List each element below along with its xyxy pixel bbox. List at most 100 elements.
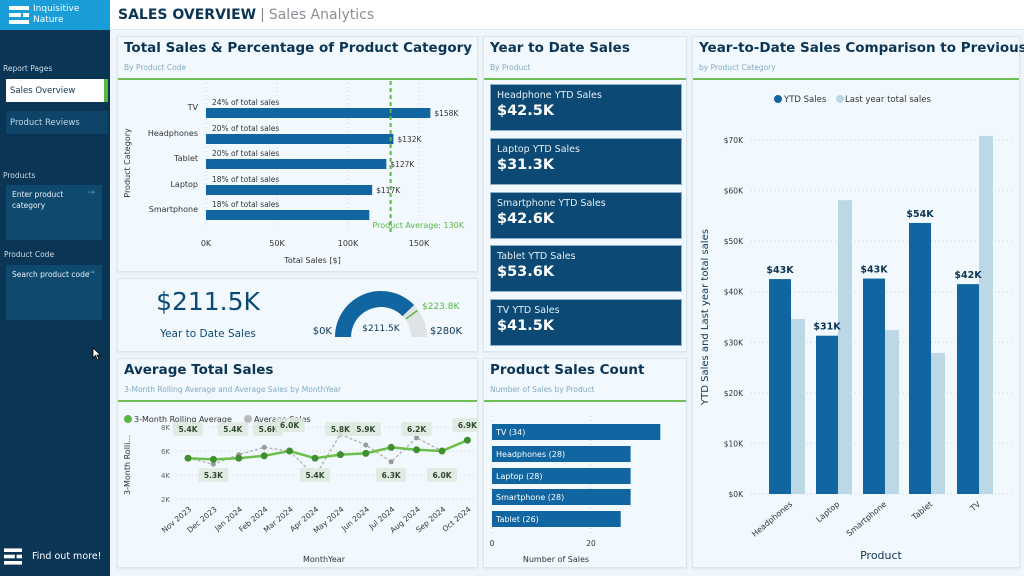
tile-label: Headphone YTD Sales xyxy=(497,90,602,101)
tile-value: $31.3K xyxy=(497,157,555,173)
x-tick-label: 100K xyxy=(338,239,359,248)
card-subtitle: 3-Month Rolling Average and Average Sale… xyxy=(124,385,342,394)
card-divider xyxy=(693,78,1019,80)
data-label-bg xyxy=(427,468,457,482)
arrow-right-icon[interactable]: → xyxy=(87,268,95,278)
gauge-max-label: $280K xyxy=(430,326,462,337)
y-tick-label: 4K xyxy=(161,472,170,480)
rolling-average-point xyxy=(463,436,471,444)
last-year-bar xyxy=(979,135,993,494)
products-label: Products xyxy=(3,171,36,180)
data-label-bg xyxy=(300,468,330,482)
rolling-average-point xyxy=(438,447,446,455)
card-subtitle: By Product Code xyxy=(124,63,187,72)
ytd-tile-smartphone[interactable]: Smartphone YTD Sales $42.6K xyxy=(490,192,682,239)
ytd-tile-laptop[interactable]: Laptop YTD Sales $31.3K xyxy=(490,138,682,185)
card-subtitle: by Product Category xyxy=(699,63,776,72)
rolling-average-line xyxy=(187,439,468,461)
category-label: Laptop xyxy=(170,180,198,189)
page-subtitle: Sales Analytics xyxy=(268,6,375,23)
ytd-value-label: $31K xyxy=(813,322,841,333)
find-out-more-label: Find out more! xyxy=(32,551,102,562)
x-axis-title: Product xyxy=(860,549,902,562)
x-tick-label: Jun 2024 xyxy=(339,504,371,533)
data-label-bg xyxy=(198,468,229,482)
ytd-bar xyxy=(909,222,931,495)
bar-label: TV (34) xyxy=(495,428,525,437)
ytd-tile-headphone[interactable]: Headphone YTD Sales $42.5K xyxy=(490,84,682,131)
bar-value-label: $127K xyxy=(390,160,415,169)
ytd-tile-tablet[interactable]: Tablet YTD Sales $53.6K xyxy=(490,245,682,292)
ytd-value-label: $43K xyxy=(766,265,794,276)
ytd-comparison-card: Year-to-Date Sales Comparison to Previou… xyxy=(692,36,1024,568)
x-tick-label: Oct 2024 xyxy=(441,505,473,534)
legend-rolling-average-marker xyxy=(124,415,132,423)
bar xyxy=(206,185,373,195)
product-code-input[interactable]: Search product code → xyxy=(6,265,102,320)
arrow-right-icon[interactable]: → xyxy=(87,188,95,198)
brand-bar[interactable]: Inquisitive Nature xyxy=(0,0,110,30)
x-tick-label: Tablet xyxy=(909,500,934,523)
page-header: SALES OVERVIEW | Sales Analytics xyxy=(110,0,1024,30)
data-label-bg xyxy=(173,422,203,436)
average-sales-point xyxy=(210,461,216,467)
total-sales-card: Total Sales & Percentage of Product Cate… xyxy=(117,36,478,272)
brand-name-line1: Inquisitive xyxy=(33,4,80,14)
product-category-placeholder: Enter product category xyxy=(12,190,64,210)
card-title: Average Total Sales xyxy=(124,362,274,378)
ytd-bar xyxy=(816,335,838,494)
bar xyxy=(206,108,431,118)
data-label-bg xyxy=(217,422,248,436)
rolling-average-point xyxy=(413,446,421,454)
x-axis-title: MonthYear xyxy=(303,555,346,564)
ytd-bar xyxy=(863,278,885,494)
rolling-average-point xyxy=(311,454,319,462)
data-label-bg xyxy=(376,468,407,482)
ytd-tile-tv[interactable]: TV YTD Sales $41.5K xyxy=(490,299,682,346)
y-tick-label: $40K xyxy=(724,288,744,297)
data-label: 5.4K xyxy=(305,471,325,480)
rolling-average-point xyxy=(260,452,268,460)
title-separator: | xyxy=(260,6,265,23)
product-code-label: Product Code xyxy=(4,250,55,259)
data-label: 6.3K xyxy=(382,471,402,480)
gauge-value-label: $211.5K xyxy=(362,324,400,334)
ytd-comparison-chart[interactable]: YTD Sales Last year total sales $0K $10K $20… xyxy=(693,81,1021,567)
tile-label: Smartphone YTD Sales xyxy=(497,198,606,209)
x-tick-label: Laptop xyxy=(814,500,841,525)
nav-sales-overview[interactable]: Sales Overview xyxy=(6,79,108,102)
data-label-bg xyxy=(274,418,305,432)
legend-last-year-marker xyxy=(836,95,844,103)
x-tick-label: TV xyxy=(968,499,983,514)
category-label: Smartphone xyxy=(149,205,198,214)
tile-label: Tablet YTD Sales xyxy=(497,251,576,262)
sidebar: Inquisitive Nature Report Pages Sales Ov… xyxy=(0,0,110,576)
rolling-average-point xyxy=(184,454,192,462)
last-year-bar xyxy=(791,319,805,494)
bar xyxy=(206,159,387,169)
x-tick-label: 0K xyxy=(201,239,212,248)
nav-product-reviews[interactable]: Product Reviews xyxy=(6,111,108,134)
data-label: 6.0K xyxy=(432,471,452,480)
last-year-bar xyxy=(885,330,899,494)
total-sales-chart[interactable]: 0K 50K 100K 150K Total Sales [$] Product Cate… xyxy=(118,81,479,271)
card-title: Product Sales Count xyxy=(490,362,645,378)
y-tick-label: 2K xyxy=(161,496,170,504)
data-label-bg xyxy=(401,422,432,436)
legend-last-year-label: Last year total sales xyxy=(845,95,931,105)
card-subtitle: By Product xyxy=(490,63,531,72)
tile-value: $42.6K xyxy=(497,211,555,227)
category-label: Tablet xyxy=(173,154,198,163)
product-category-input[interactable]: Enter product category → xyxy=(6,185,102,240)
find-out-more-link[interactable]: Find out more! xyxy=(4,548,101,565)
y-tick-label: 6K xyxy=(161,448,170,456)
bar-label: Headphones (28) xyxy=(496,450,565,459)
brand-name: Inquisitive Nature xyxy=(33,4,79,26)
x-tick-label: Headphones xyxy=(750,500,794,539)
sales-count-chart[interactable]: 0 20 TV (34) Headphones (28) Laptop (28) Smar… xyxy=(484,403,688,568)
ytd-gauge[interactable]: $211.5K $0K $280K $223.8K xyxy=(299,279,479,353)
bar-value-label: $132K xyxy=(397,135,422,144)
brand-name-line2: Nature xyxy=(33,15,64,25)
product-code-placeholder: Search product code xyxy=(12,270,90,279)
